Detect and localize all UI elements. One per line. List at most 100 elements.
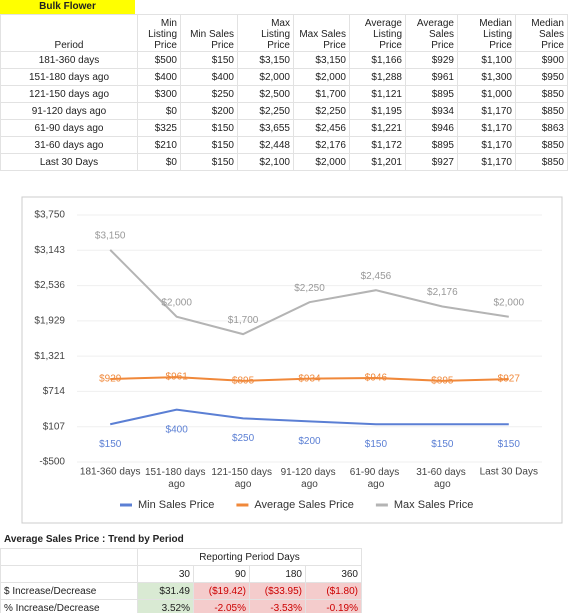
blank-cell — [0, 548, 138, 566]
table-cell: $400 — [180, 68, 238, 86]
trend-cell: 3.52% — [137, 599, 194, 613]
table-cell: $934 — [405, 102, 458, 120]
trend-column-header: 180 — [249, 565, 306, 583]
data-label: $2,000 — [161, 297, 192, 308]
data-label: $150 — [365, 439, 388, 450]
x-tick-label: 91-120 days ago — [281, 467, 339, 490]
table-cell: $300 — [137, 85, 181, 103]
table-cell: $3,150 — [237, 51, 294, 69]
blank-cell — [0, 565, 138, 583]
trend-cell: ($1.80) — [305, 582, 362, 600]
data-label: $895 — [431, 376, 454, 387]
table-cell: $1,172 — [349, 136, 406, 154]
table-cell: $850 — [515, 85, 568, 103]
table-row: Last 30 Days $0 $150 $2,100 $2,000 $1,201 $927… — [0, 153, 568, 171]
data-label: $150 — [99, 439, 122, 450]
table-cell: $1,300 — [457, 68, 516, 86]
sheet-title: Bulk Flower — [0, 0, 135, 14]
series-line — [110, 376, 509, 382]
y-tick-label: $1,929 — [34, 315, 65, 326]
table-cell: $150 — [180, 153, 238, 171]
y-tick-label: $2,536 — [34, 280, 65, 291]
table-cell: $2,500 — [237, 85, 294, 103]
data-label: $2,176 — [427, 287, 458, 298]
data-label: $200 — [298, 436, 321, 447]
table-cell: $1,121 — [349, 85, 406, 103]
table-cell: $1,000 — [457, 85, 516, 103]
table-row: 181-360 days $500 $150 $3,150 $3,150 $1,166 $9… — [0, 51, 568, 69]
table-cell: $210 — [137, 136, 181, 154]
table-cell: $895 — [405, 85, 458, 103]
table-cell: $1,170 — [457, 119, 516, 137]
table-cell: $250 — [180, 85, 238, 103]
table-cell: $850 — [515, 102, 568, 120]
data-label: $1,700 — [228, 315, 259, 326]
table-row: 91-120 days ago $0 $200 $2,250 $2,250 $1,195 $… — [0, 102, 568, 120]
table-cell: $500 — [137, 51, 181, 69]
table-cell: $946 — [405, 119, 458, 137]
trend-row-label: $ Increase/Decrease — [0, 582, 138, 600]
table-cell: $3,150 — [293, 51, 350, 69]
column-header: Average Listing Price — [349, 14, 406, 52]
column-header: Median Sales Price — [515, 14, 568, 52]
trend-cell: -0.19% — [305, 599, 362, 613]
table-cell: $1,166 — [349, 51, 406, 69]
table-cell: $2,000 — [293, 68, 350, 86]
table-cell: $1,201 — [349, 153, 406, 171]
x-tick-label: 121-150 days ago — [211, 467, 274, 490]
trend-column-header: 90 — [193, 565, 250, 583]
data-label: $895 — [232, 376, 255, 387]
trend-row: $ Increase/Decrease $31.49 ($19.42) ($33.95… — [0, 582, 362, 600]
data-label: $929 — [99, 374, 122, 385]
column-header: Min Listing Price — [137, 14, 181, 52]
data-label: $934 — [298, 373, 321, 384]
chart: -$500 $107 $714 $1,321 $1,929 $2,536 $3,143 $3,… — [21, 196, 563, 524]
table-cell: $1,170 — [457, 136, 516, 154]
table-cell: $2,250 — [237, 102, 294, 120]
legend-label: Min Sales Price — [138, 499, 214, 511]
y-tick-label: $107 — [43, 421, 66, 432]
trend-cell: -3.53% — [249, 599, 306, 613]
table-cell: $150 — [180, 136, 238, 154]
data-label: $2,456 — [361, 271, 392, 282]
table-row: 31-60 days ago $210 $150 $2,448 $2,176 $1,172… — [0, 136, 568, 154]
table-row: 61-90 days ago $325 $150 $3,655 $2,456 $1,221… — [0, 119, 568, 137]
table-cell: $1,195 — [349, 102, 406, 120]
table-cell: $200 — [180, 102, 238, 120]
table-cell: 61-90 days ago — [0, 119, 138, 137]
group-header-row: Reporting Period Days — [0, 548, 362, 566]
trend-header-row: 30 90 180 360 — [0, 565, 362, 583]
column-header: Average Sales Price — [405, 14, 458, 52]
x-tick-label: 181-360 days — [80, 467, 141, 478]
data-label: $150 — [431, 439, 454, 450]
data-label: $961 — [166, 372, 189, 383]
table-cell: 31-60 days ago — [0, 136, 138, 154]
trend-cell: ($19.42) — [193, 582, 250, 600]
data-label: $946 — [365, 373, 388, 384]
table-cell: $1,288 — [349, 68, 406, 86]
trend-column-header: 30 — [137, 565, 194, 583]
table-cell: $929 — [405, 51, 458, 69]
x-tick-label: 31-60 days ago — [416, 467, 468, 490]
trend-column-header: 360 — [305, 565, 362, 583]
table-cell: Last 30 Days — [0, 153, 138, 171]
table-cell: $150 — [180, 51, 238, 69]
data-label: $3,150 — [95, 231, 126, 242]
table-cell: $3,655 — [237, 119, 294, 137]
y-tick-label: $1,321 — [34, 351, 65, 362]
table-cell: $895 — [405, 136, 458, 154]
price-table: Period Min Listing Price Min Sales Price Ma… — [0, 14, 568, 171]
table-cell: $2,000 — [237, 68, 294, 86]
table-cell: $400 — [137, 68, 181, 86]
legend-label: Max Sales Price — [394, 499, 473, 511]
trend-cell: $31.49 — [137, 582, 194, 600]
header-row: Period Min Listing Price Min Sales Price Ma… — [0, 14, 568, 52]
table-cell: 181-360 days — [0, 51, 138, 69]
column-header: Median Listing Price — [457, 14, 516, 52]
table-cell: $150 — [180, 119, 238, 137]
y-tick-label: $3,750 — [34, 210, 65, 221]
y-tick-label: -$500 — [39, 457, 65, 468]
x-tick-label: 151-180 days ago — [145, 467, 208, 490]
table-cell: $850 — [515, 153, 568, 171]
